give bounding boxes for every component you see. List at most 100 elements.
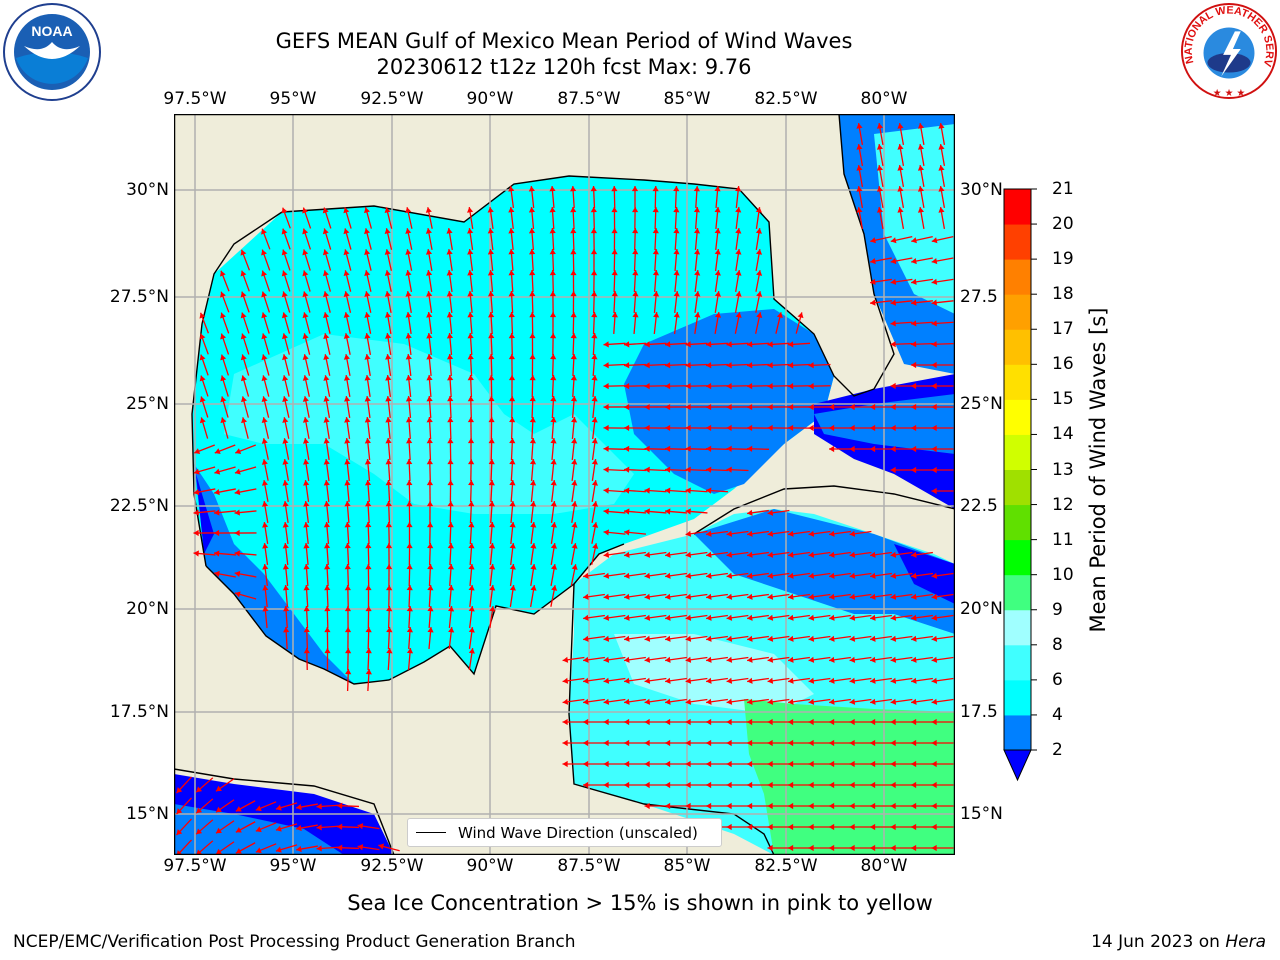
wave-arrow-head xyxy=(624,677,630,684)
wave-arrow-head xyxy=(665,656,671,663)
wave-arrow-head xyxy=(685,403,691,411)
lat-tick-left: 17.5°N xyxy=(109,702,169,722)
wave-arrow-head xyxy=(788,383,794,390)
wave-arrow-head xyxy=(911,572,917,579)
wave-arrow-head xyxy=(876,144,884,150)
wave-arrow-head xyxy=(624,635,630,642)
wave-arrow-head xyxy=(591,438,598,444)
wave-arrow-head xyxy=(788,614,794,621)
wave-arrow-head xyxy=(665,341,671,348)
wave-arrow-head xyxy=(624,739,630,747)
wave-arrow-head xyxy=(931,403,937,411)
wave-arrow-head xyxy=(611,207,618,213)
wave-arrow-head xyxy=(870,739,876,747)
wave-arrow-head xyxy=(365,501,372,507)
wave-arrow-head xyxy=(235,848,242,854)
wave-arrow-head xyxy=(385,417,392,423)
wave-arrow-head xyxy=(706,383,712,390)
wave-arrow-head xyxy=(426,291,433,297)
wave-arrow-head xyxy=(890,677,897,684)
colorbar-tick-label: 9 xyxy=(1052,599,1063,620)
wave-arrow-head xyxy=(590,249,598,255)
wave-arrow-head xyxy=(528,186,535,192)
wave-arrow-head xyxy=(631,207,639,213)
wave-arrow-head xyxy=(447,396,454,402)
wave-arrow-head xyxy=(406,564,413,570)
wave-arrow-head xyxy=(467,396,474,402)
wave-arrow-head xyxy=(303,564,310,570)
lat-tick-right: 22.5 xyxy=(960,496,998,516)
wave-arrow-head xyxy=(735,270,742,276)
wave-arrow-head xyxy=(673,228,680,234)
colorbar-swatch xyxy=(1004,434,1031,470)
wave-arrow-head xyxy=(427,564,434,570)
wave-arrow-head xyxy=(467,333,474,339)
wave-arrow-head xyxy=(931,593,938,600)
wave-arrow-head xyxy=(694,291,701,297)
wave-arrow-head xyxy=(624,614,630,621)
wave-arrow-head xyxy=(747,403,753,411)
wave-arrow-head xyxy=(549,270,556,276)
colorbar-swatch xyxy=(1004,539,1031,576)
wave-arrow-head xyxy=(624,529,630,536)
wave-arrow-head xyxy=(665,614,671,621)
wave-arrow-head xyxy=(726,760,732,768)
wave-arrow-head xyxy=(870,572,876,579)
colorbar-tick-label: 11 xyxy=(1052,529,1074,550)
wave-arrow-head xyxy=(693,186,700,192)
wave-arrow-head xyxy=(726,802,732,810)
caribbean-blue xyxy=(694,509,955,634)
gulf-coastline xyxy=(205,175,875,685)
lon-tick-bottom: 97.5°W xyxy=(163,856,227,876)
wave-arrow-head xyxy=(282,543,289,549)
wave-arrow-head xyxy=(508,291,515,297)
wave-arrow-head xyxy=(652,291,660,297)
wave-arrow-head xyxy=(385,543,393,549)
wave-arrow-head xyxy=(870,593,876,600)
wave-arrow-head xyxy=(767,341,773,348)
wave-arrow-head xyxy=(261,417,268,423)
wave-arrow-head xyxy=(303,480,310,486)
wave-arrow-head xyxy=(468,585,475,591)
wave-arrow-head xyxy=(487,207,494,213)
wave-arrow-head xyxy=(446,312,453,318)
wave-arrow-head xyxy=(214,468,221,475)
wave-arrow-head xyxy=(665,383,671,390)
wave-arrow-head xyxy=(530,543,537,549)
wave-arrow-head xyxy=(570,333,577,339)
wave-arrow-head xyxy=(911,551,917,558)
sea-ice-note: Sea Ice Concentration > 15% is shown in … xyxy=(347,891,933,915)
wave-arrow-head xyxy=(196,849,203,855)
colorbar-swatch xyxy=(1004,714,1031,751)
wave-arrow-head xyxy=(735,228,742,234)
wave-arrow-head xyxy=(384,270,391,276)
wave-arrow-head xyxy=(652,207,659,213)
wave-arrow-head xyxy=(385,396,392,402)
wave-arrow-head xyxy=(767,383,773,390)
wave-arrow-head xyxy=(405,270,412,276)
wave-arrow-head xyxy=(665,572,671,579)
wave-arrow-head xyxy=(624,718,630,726)
lon-tick-bottom: 82.5°W xyxy=(754,856,818,876)
wave-arrow-head xyxy=(386,627,393,633)
wave-arrow-head xyxy=(590,207,597,213)
wave-arrow-head xyxy=(756,270,763,276)
wave-arrow-head xyxy=(529,438,536,444)
wave-arrow-head xyxy=(364,480,372,486)
wave-arrow-head xyxy=(644,383,650,390)
wave-arrow-head xyxy=(706,403,712,411)
wave-arrow-head xyxy=(673,186,680,192)
wave-arrow-head xyxy=(385,459,392,465)
wave-arrow-head xyxy=(706,362,712,369)
wave-arrow-head xyxy=(726,656,733,663)
wave-arrow-head xyxy=(448,627,455,633)
wave-arrow-head xyxy=(870,614,876,621)
wave-arrow-head xyxy=(344,564,351,570)
wave-arrow-head xyxy=(726,424,732,432)
wave-arrow-head xyxy=(508,333,515,339)
wave-arrow-head xyxy=(726,341,732,348)
wave-arrow-head xyxy=(281,249,288,256)
wave-arrow-head xyxy=(876,207,884,213)
wave-arrow-head xyxy=(240,354,247,361)
wave-arrow-head xyxy=(570,417,578,423)
